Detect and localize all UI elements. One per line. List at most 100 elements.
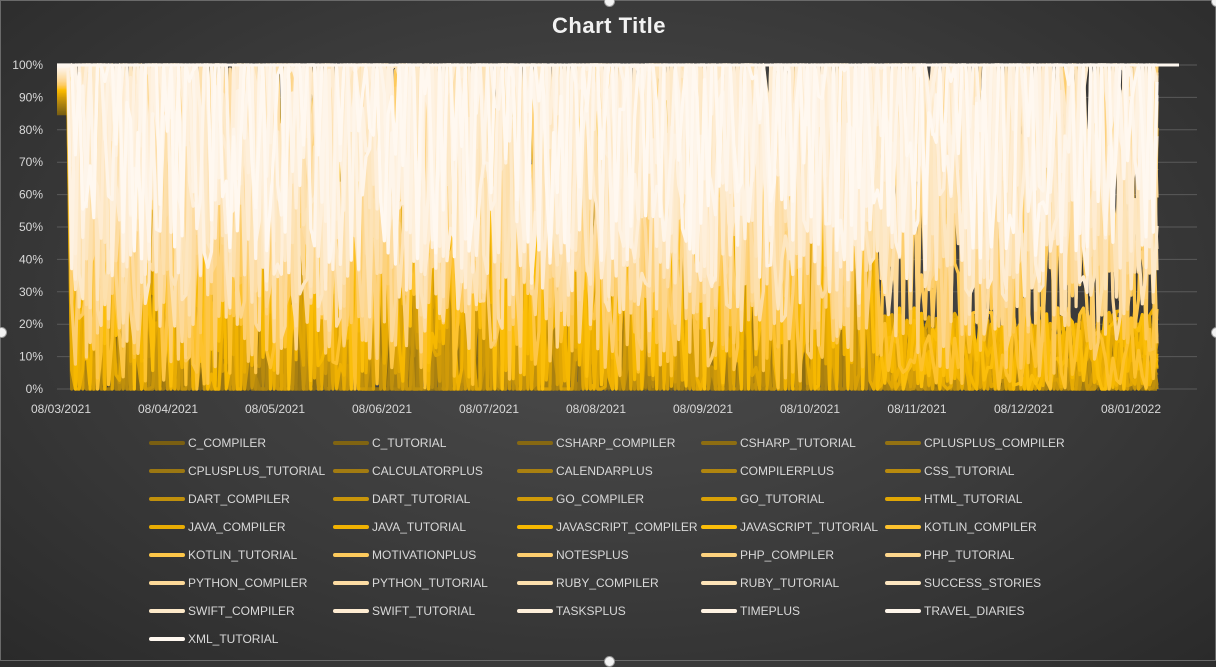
- legend-swatch: [701, 441, 737, 445]
- legend-label: GO_TUTORIAL: [740, 492, 825, 506]
- y-tick-label: 50%: [19, 220, 43, 234]
- legend-swatch: [333, 581, 369, 585]
- legend-swatch: [149, 469, 185, 473]
- y-tick-label: 90%: [19, 90, 43, 104]
- legend-label: DART_TUTORIAL: [372, 492, 471, 506]
- resize-handle-left[interactable]: [0, 327, 7, 338]
- legend-swatch: [517, 441, 553, 445]
- legend-entry[interactable]: PYTHON_COMPILER: [149, 573, 333, 593]
- legend-swatch: [149, 497, 185, 501]
- legend-label: CSS_TUTORIAL: [924, 464, 1015, 478]
- legend-swatch: [517, 553, 553, 557]
- legend-label: TRAVEL_DIARIES: [924, 604, 1025, 618]
- legend-entry[interactable]: TRAVEL_DIARIES: [885, 601, 1069, 621]
- y-tick-label: 100%: [12, 58, 43, 72]
- legend-swatch: [701, 581, 737, 585]
- legend-entry[interactable]: RUBY_COMPILER: [517, 573, 701, 593]
- legend-entry[interactable]: CALCULATORPLUS: [333, 461, 517, 481]
- legend-label: CALCULATORPLUS: [372, 464, 483, 478]
- legend-label: HTML_TUTORIAL: [924, 492, 1023, 506]
- legend-entry[interactable]: COMPILERPLUS: [701, 461, 885, 481]
- legend-swatch: [517, 497, 553, 501]
- legend-label: XML_TUTORIAL: [188, 632, 279, 646]
- legend-entry[interactable]: JAVA_COMPILER: [149, 517, 333, 537]
- legend-entry[interactable]: PYTHON_TUTORIAL: [333, 573, 517, 593]
- legend-label: COMPILERPLUS: [740, 464, 835, 478]
- y-tick-label: 10%: [19, 350, 43, 364]
- resize-handle-bottom[interactable]: [604, 656, 615, 667]
- y-axis: 0% 10% 20% 30% 40% 50% 60% 70% 80% 90% 100%: [12, 58, 43, 396]
- legend-swatch: [149, 441, 185, 445]
- legend-entry[interactable]: PHP_TUTORIAL: [885, 545, 1069, 565]
- legend-entry[interactable]: SWIFT_TUTORIAL: [333, 601, 517, 621]
- legend-entry[interactable]: NOTESPLUS: [517, 545, 701, 565]
- legend-entry[interactable]: XML_TUTORIAL: [149, 629, 333, 649]
- x-tick-label: 08/04/2021: [138, 402, 198, 416]
- legend-label: PYTHON_TUTORIAL: [372, 576, 488, 590]
- legend-swatch: [333, 441, 369, 445]
- legend-swatch: [333, 497, 369, 501]
- legend-entry[interactable]: TIMEPLUS: [701, 601, 885, 621]
- legend-swatch: [517, 581, 553, 585]
- legend-label: JAVASCRIPT_COMPILER: [556, 520, 698, 534]
- legend-entry[interactable]: CSHARP_TUTORIAL: [701, 433, 885, 453]
- legend-entry[interactable]: TASKSPLUS: [517, 601, 701, 621]
- legend-swatch: [149, 525, 185, 529]
- y-tick-label: 30%: [19, 285, 43, 299]
- resize-handle-top[interactable]: [604, 0, 615, 7]
- legend-entry[interactable]: KOTLIN_TUTORIAL: [149, 545, 333, 565]
- resize-handle-right[interactable]: [1211, 327, 1216, 338]
- legend-entry[interactable]: DART_COMPILER: [149, 489, 333, 509]
- y-tick-label: 80%: [19, 123, 43, 137]
- legend-entry[interactable]: MOTIVATIONPLUS: [333, 545, 517, 565]
- legend-swatch: [517, 525, 553, 529]
- legend-entry[interactable]: DART_TUTORIAL: [333, 489, 517, 509]
- plot-area[interactable]: 0% 10% 20% 30% 40% 50% 60% 70% 80% 90% 100% 08/03/…: [1, 1, 1216, 431]
- legend-entry[interactable]: CPLUSPLUS_TUTORIAL: [149, 461, 333, 481]
- legend-entry[interactable]: SWIFT_COMPILER: [149, 601, 333, 621]
- legend-label: TIMEPLUS: [740, 604, 801, 618]
- y-tick-label: 40%: [19, 252, 43, 266]
- legend-label: JAVA_TUTORIAL: [372, 520, 467, 534]
- x-tick-label: 08/01/2022: [1101, 402, 1161, 416]
- legend-swatch: [517, 609, 553, 613]
- legend-entry[interactable]: JAVASCRIPT_COMPILER: [517, 517, 701, 537]
- legend-entry[interactable]: C_COMPILER: [149, 433, 333, 453]
- y-tick-label: 0%: [26, 382, 44, 396]
- series-line[interactable]: [57, 63, 1159, 261]
- y-tick-label: 60%: [19, 188, 43, 202]
- legend-swatch: [149, 581, 185, 585]
- legend-entry[interactable]: JAVA_TUTORIAL: [333, 517, 517, 537]
- legend-swatch: [333, 469, 369, 473]
- x-tick-label: 08/08/2021: [566, 402, 626, 416]
- x-tick-label: 08/05/2021: [245, 402, 305, 416]
- legend-label: KOTLIN_COMPILER: [924, 520, 1037, 534]
- legend[interactable]: C_COMPILER C_TUTORIAL CSHARP_COMPILER CSHAR…: [149, 433, 1209, 649]
- legend-entry[interactable]: CSHARP_COMPILER: [517, 433, 701, 453]
- legend-label: SUCCESS_STORIES: [924, 576, 1042, 590]
- legend-label: GO_COMPILER: [556, 492, 645, 506]
- legend-swatch: [701, 553, 737, 557]
- legend-entry[interactable]: RUBY_TUTORIAL: [701, 573, 885, 593]
- x-tick-label: 08/10/2021: [780, 402, 840, 416]
- chart-title[interactable]: Chart Title: [552, 13, 666, 38]
- legend-entry[interactable]: GO_COMPILER: [517, 489, 701, 509]
- legend-entry[interactable]: PHP_COMPILER: [701, 545, 885, 565]
- legend-entry[interactable]: KOTLIN_COMPILER: [885, 517, 1069, 537]
- legend-entry[interactable]: CSS_TUTORIAL: [885, 461, 1069, 481]
- legend-entry[interactable]: JAVASCRIPT_TUTORIAL: [701, 517, 885, 537]
- legend-label: CSHARP_COMPILER: [556, 436, 676, 450]
- legend-entry[interactable]: HTML_TUTORIAL: [885, 489, 1069, 509]
- resize-handle-top-right[interactable]: [1211, 0, 1216, 7]
- legend-entry[interactable]: GO_TUTORIAL: [701, 489, 885, 509]
- legend-entry[interactable]: CALENDARPLUS: [517, 461, 701, 481]
- legend-swatch: [517, 469, 553, 473]
- legend-swatch: [885, 469, 921, 473]
- legend-entry[interactable]: CPLUSPLUS_COMPILER: [885, 433, 1069, 453]
- legend-entry[interactable]: SUCCESS_STORIES: [885, 573, 1069, 593]
- legend-entry[interactable]: C_TUTORIAL: [333, 433, 517, 453]
- legend-label: RUBY_COMPILER: [556, 576, 659, 590]
- legend-label: SWIFT_TUTORIAL: [372, 604, 476, 618]
- legend-swatch: [885, 581, 921, 585]
